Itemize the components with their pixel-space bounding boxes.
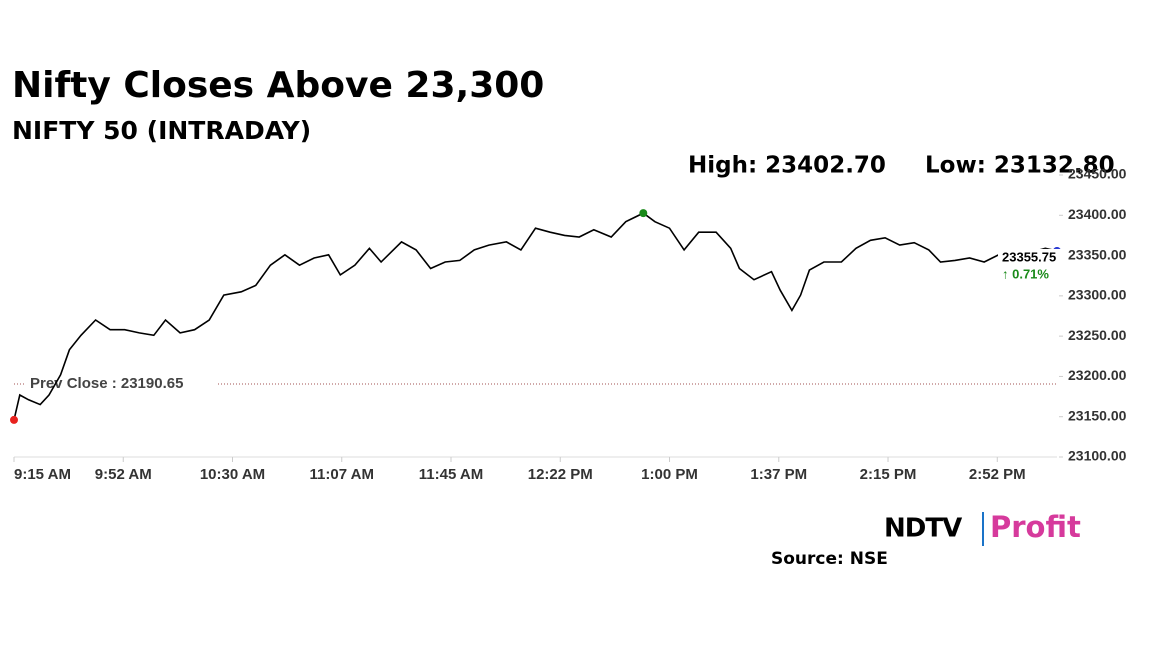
low-annotation: Low: 23132.80 — [925, 153, 1115, 179]
point-marker — [10, 415, 18, 424]
y-tick-label: 23200.00 — [1068, 367, 1127, 383]
high-annotation: High: 23402.70 — [688, 153, 886, 179]
logo-profit: Profit — [990, 510, 1081, 544]
end-label: 23355.75 — [1002, 249, 1056, 264]
y-tick-label: 23250.00 — [1068, 327, 1127, 343]
end-label-bg — [998, 248, 1064, 283]
y-tick-label: 23300.00 — [1068, 287, 1127, 303]
end-label: ↑ 0.71% — [1002, 266, 1049, 281]
x-tick-label: 12:22 PM — [528, 466, 593, 483]
x-tick-label: 1:37 PM — [750, 466, 807, 483]
source: Source: NSE — [771, 549, 888, 569]
x-tick-label: 11:07 AM — [310, 466, 374, 483]
x-tick-label: 1:00 PM — [641, 466, 698, 483]
prev-close-label: Prev Close : 23190.65 — [30, 375, 183, 392]
chart-subtitle: NIFTY 50 (INTRADAY) — [12, 116, 311, 145]
logo-ndtv: NDTV — [884, 514, 962, 544]
y-tick-label: 23350.00 — [1068, 246, 1127, 262]
y-tick-label: 23100.00 — [1068, 448, 1127, 464]
y-tick-label: 23150.00 — [1068, 407, 1127, 423]
x-tick-label: 2:52 PM — [969, 466, 1026, 483]
x-tick-label: 9:52 AM — [95, 466, 152, 483]
y-tick-label: 23400.00 — [1068, 206, 1127, 222]
point-marker — [639, 209, 648, 218]
x-tick-label: 2:15 PM — [860, 466, 917, 483]
prev-close-bg — [26, 373, 216, 392]
x-tick-label: 10:30 AM — [200, 466, 265, 483]
y-tick-label: 23450.00 — [1068, 166, 1127, 182]
x-tick-label: 11:45 AM — [419, 466, 483, 483]
price-line — [13, 212, 1058, 421]
chart-title: Nifty Closes Above 23,300 — [12, 65, 544, 106]
x-tick-label: 9:15 AM — [14, 466, 71, 483]
